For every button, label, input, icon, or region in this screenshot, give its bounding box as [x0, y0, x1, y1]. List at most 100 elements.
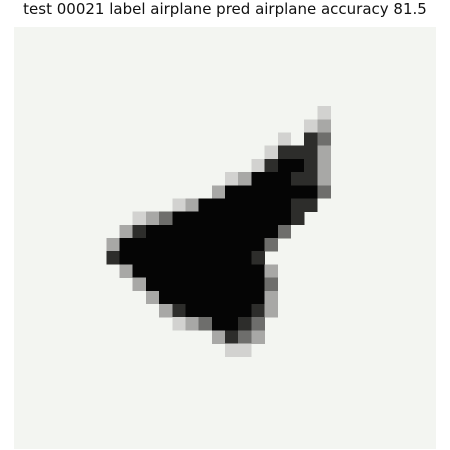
image-pixel: [225, 317, 239, 331]
image-pixel: [211, 290, 226, 305]
image-pixel: [211, 238, 226, 252]
image-pixel: [251, 330, 265, 344]
image-pixel: [251, 224, 265, 239]
image-pixel: [198, 290, 213, 305]
image-pixel: [225, 303, 239, 318]
image-pixel: [145, 211, 160, 226]
image-pixel: [198, 264, 213, 278]
image-pixel: [172, 211, 186, 226]
image-pixel: [185, 303, 199, 318]
airplane-silhouette: [106, 106, 331, 357]
image-pixel: [172, 238, 186, 252]
image-pixel: [211, 251, 226, 265]
image-pixel: [225, 343, 239, 357]
image-pixel: [238, 198, 252, 212]
image-pixel: [119, 238, 133, 252]
image-pixel: [211, 330, 226, 344]
image-pixel: [264, 238, 279, 252]
image-pixel: [172, 264, 186, 278]
image-pixel: [317, 132, 331, 146]
image-pixel: [159, 264, 173, 278]
image-pixel: [225, 330, 239, 344]
image-pixel: [290, 185, 305, 199]
image-pixel: [119, 251, 133, 265]
image-pixel: [277, 132, 292, 146]
image-pixel: [132, 211, 147, 226]
image-pixel: [264, 145, 279, 160]
image-pixel: [304, 132, 318, 146]
image-pixel: [225, 224, 239, 239]
image-pixel: [251, 172, 265, 186]
image-pixel: [198, 211, 213, 226]
image-pixel: [145, 290, 160, 305]
image-pixel: [159, 277, 173, 292]
image-pixel: [185, 290, 199, 305]
image-pixel: [317, 158, 331, 173]
image-pixel: [277, 158, 292, 173]
image-pixel: [119, 224, 133, 239]
image-pixel: [159, 251, 173, 265]
image-pixel: [251, 264, 265, 278]
image-pixel: [264, 264, 279, 278]
image-pixel: [238, 303, 252, 318]
image-pixel: [290, 172, 305, 186]
image-pixel: [277, 198, 292, 212]
sample-image: [14, 27, 436, 449]
image-pixel: [159, 224, 173, 239]
image-pixel: [238, 317, 252, 331]
image-pixel: [264, 172, 279, 186]
image-pixel: [225, 264, 239, 278]
image-pixel: [251, 158, 265, 173]
image-pixel: [211, 198, 226, 212]
image-pixel: [132, 224, 147, 239]
image-pixel: [251, 198, 265, 212]
image-pixel: [185, 198, 199, 212]
image-pixel: [172, 290, 186, 305]
image-pixel: [251, 277, 265, 292]
image-pixel: [211, 185, 226, 199]
image-pixel: [317, 106, 331, 120]
image-pixel: [198, 277, 213, 292]
image-pixel: [264, 158, 279, 173]
image-pixel: [290, 158, 305, 173]
image-pixel: [198, 224, 213, 239]
image-pixel: [238, 343, 252, 357]
image-pixel: [145, 224, 160, 239]
image-pixel: [264, 303, 279, 318]
image-pixel: [317, 185, 331, 199]
image-pixel: [251, 303, 265, 318]
image-pixel: [304, 185, 318, 199]
image-pixel: [132, 251, 147, 265]
image-pixel: [145, 238, 160, 252]
image-pixel: [198, 238, 213, 252]
image-pixel: [211, 224, 226, 239]
image-pixel: [225, 238, 239, 252]
image-pixel: [251, 251, 265, 265]
image-pixel: [251, 290, 265, 305]
image-pixel: [225, 251, 239, 265]
image-pixel: [211, 277, 226, 292]
image-pixel: [264, 185, 279, 199]
image-pixel: [185, 264, 199, 278]
image-pixel: [198, 317, 213, 331]
image-pixel: [145, 251, 160, 265]
image-pixel: [238, 264, 252, 278]
image-pixel: [277, 185, 292, 199]
image-pixel: [159, 290, 173, 305]
image-pixel: [172, 198, 186, 212]
image-pixel: [185, 317, 199, 331]
image-pixel: [304, 198, 318, 212]
image-pixel: [198, 303, 213, 318]
image-title: test 00021 label airplane pred airplane …: [23, 0, 427, 18]
image-pixel: [119, 264, 133, 278]
image-pixel: [185, 251, 199, 265]
image-pixel: [172, 224, 186, 239]
image-pixel: [238, 185, 252, 199]
image-pixel: [290, 211, 305, 226]
image-pixel: [185, 224, 199, 239]
image-pixel: [185, 277, 199, 292]
airplane-pixel-image: [14, 27, 436, 449]
image-pixel: [317, 172, 331, 186]
image-pixel: [106, 238, 120, 252]
image-pixel: [172, 303, 186, 318]
